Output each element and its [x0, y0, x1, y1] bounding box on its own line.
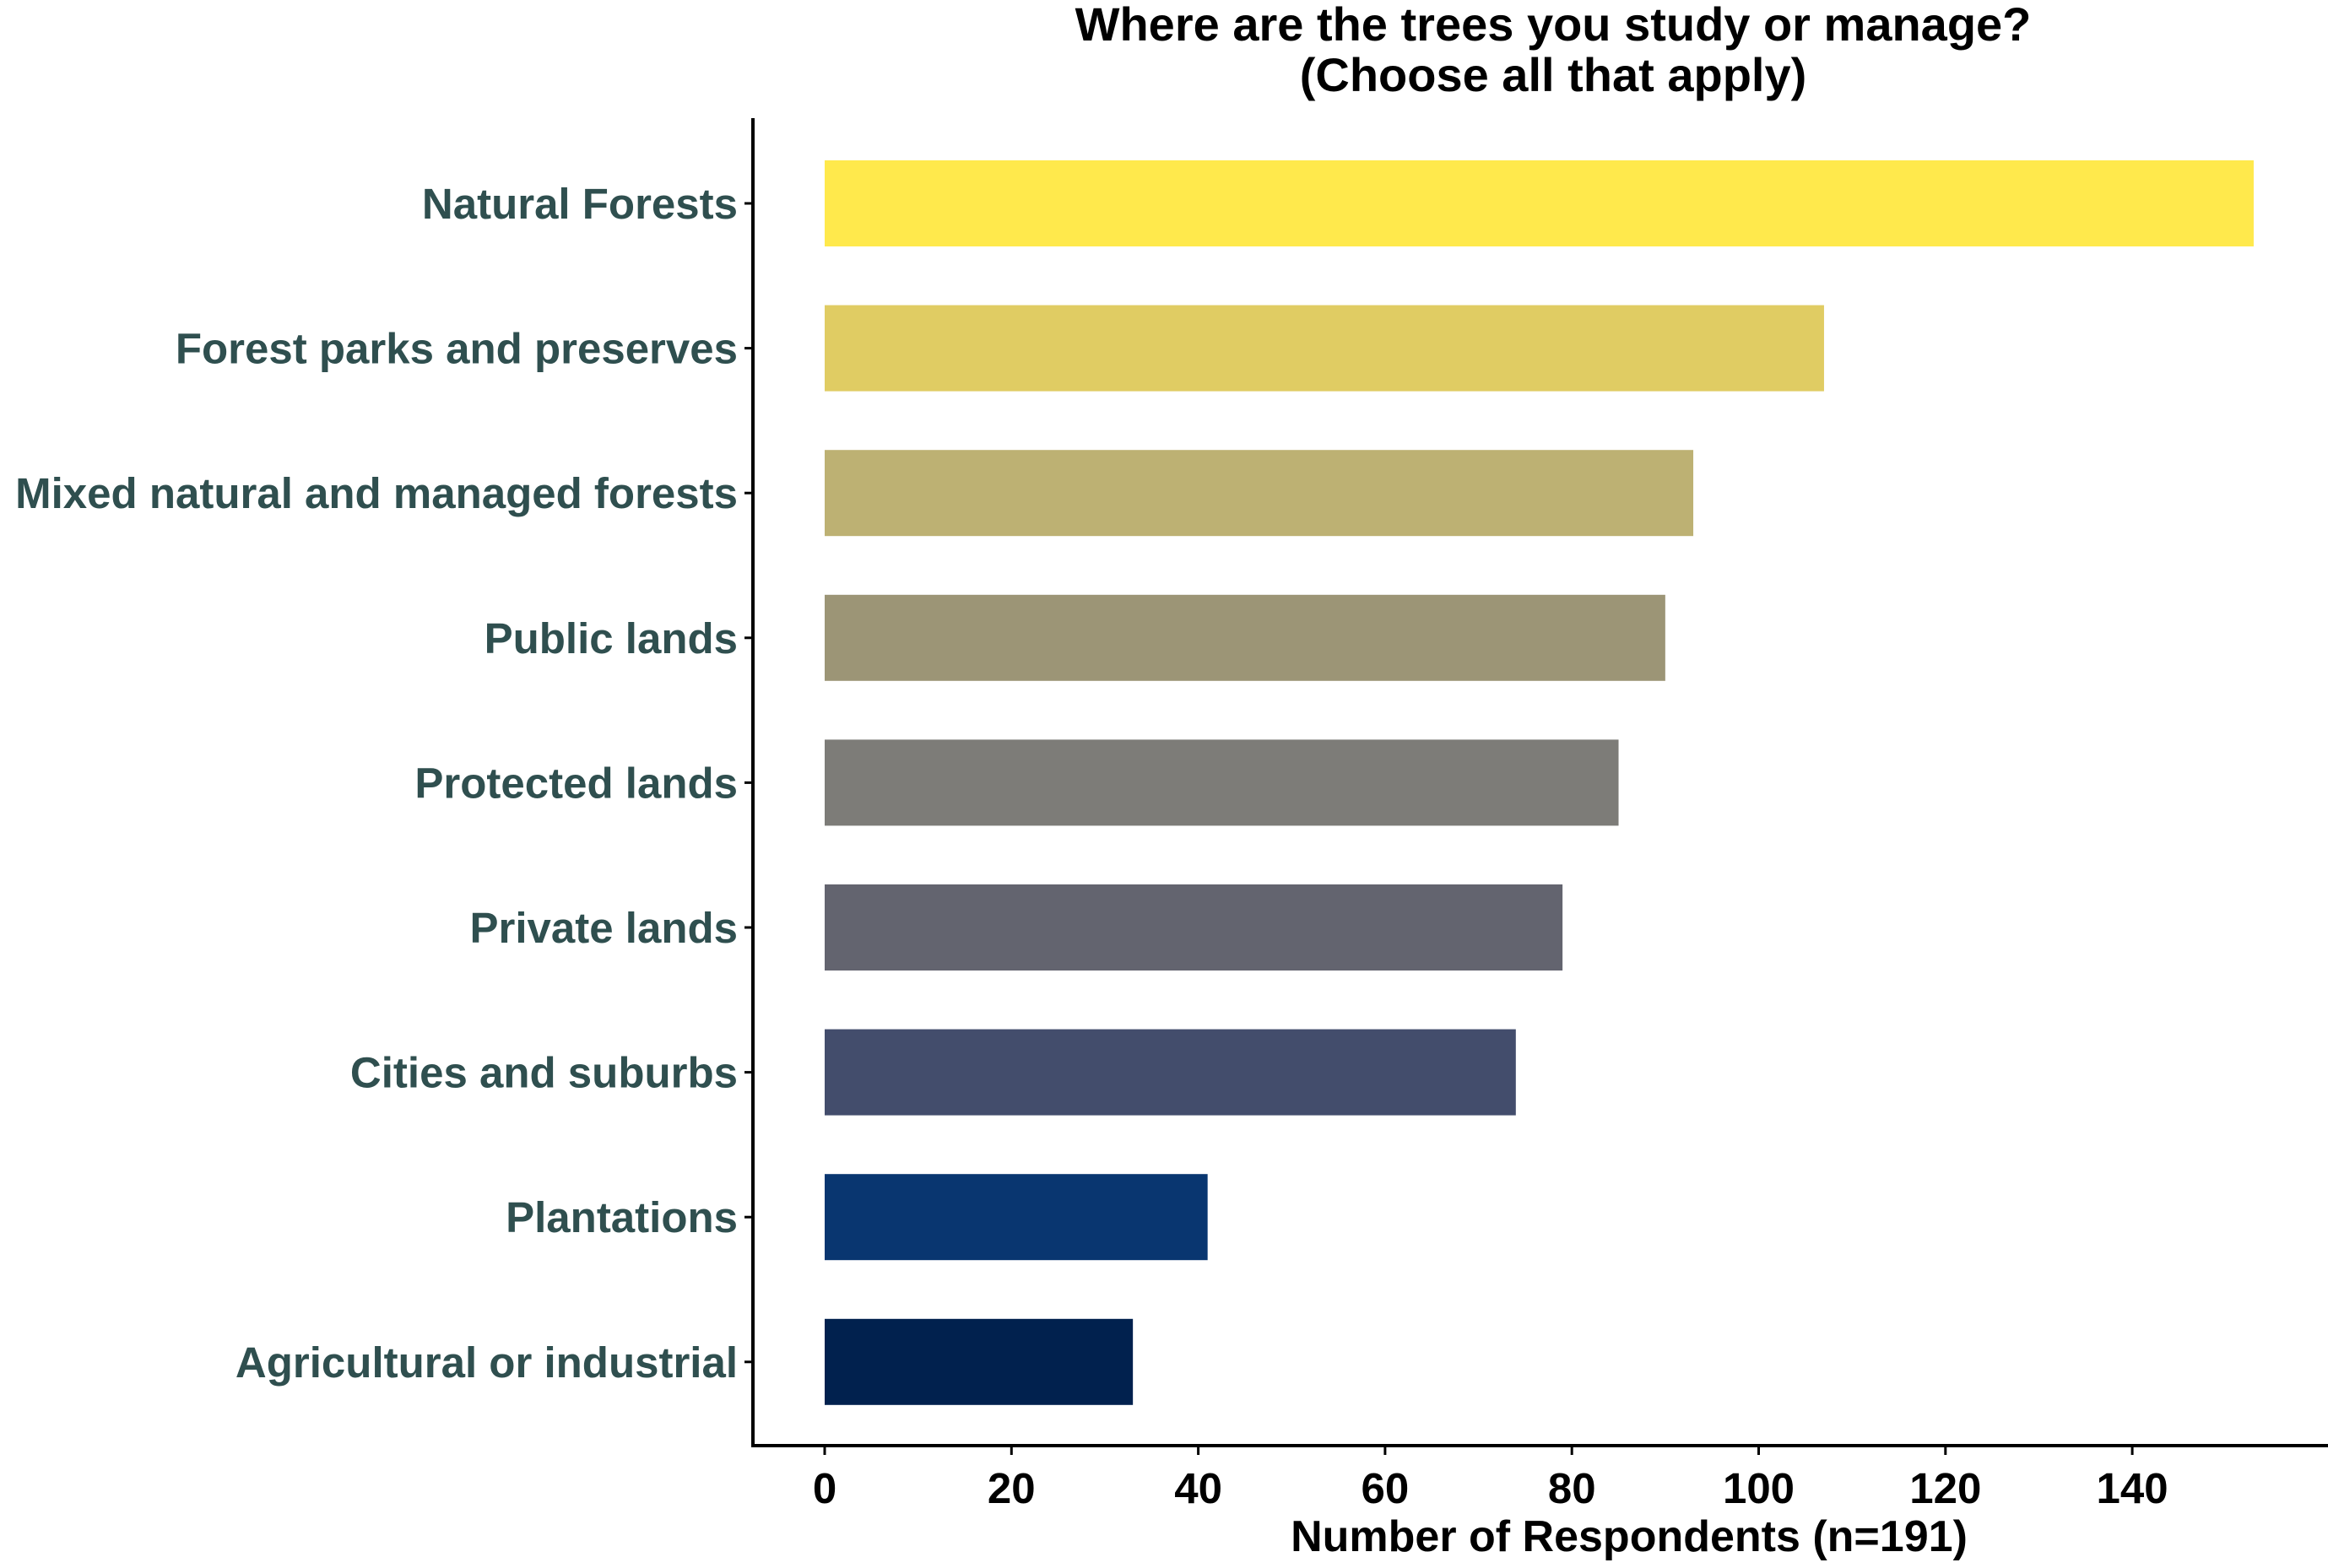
axis-lines [751, 118, 2328, 1447]
chart-title-line-1: Where are the trees you study or manage? [1075, 0, 2032, 51]
y-tick-label-protected-lands: Protected lands [414, 759, 738, 807]
y-tick-label-cities-and-suburbs: Cities and suburbs [350, 1049, 738, 1097]
bar-agricultural-or-industrial [825, 1318, 1134, 1405]
y-tick-label-forest-parks-and-preserves: Forest parks and preserves [176, 325, 738, 373]
x-axis-title: Number of Respondents (n=191) [1291, 1512, 1968, 1561]
y-axis-labels: Natural Forests Forest parks and preserve… [15, 180, 738, 1387]
x-axis-ticks: 0 20 40 60 80 100 120 140 [813, 1446, 2168, 1512]
y-axis-ticks [744, 202, 753, 1364]
bar-natural-forests [825, 160, 2254, 246]
x-tick-label-40: 40 [1174, 1464, 1222, 1512]
y-tick-label-public-lands: Public lands [485, 614, 738, 662]
bar-mixed-natural-and-managed-forests [825, 450, 1694, 537]
y-tick-label-agricultural-or-industrial: Agricultural or industrial [236, 1338, 738, 1387]
bar-cities-and-suburbs [825, 1029, 1516, 1116]
x-tick-label-0: 0 [813, 1464, 836, 1512]
bar-public-lands [825, 594, 1665, 681]
x-tick-label-120: 120 [1909, 1464, 1981, 1512]
chart-title-line-2: (Choose all that apply) [1300, 48, 1807, 101]
x-tick-label-80: 80 [1548, 1464, 1596, 1512]
bars-group [825, 160, 2254, 1405]
x-tick-label-60: 60 [1362, 1464, 1410, 1512]
y-tick-label-plantations: Plantations [506, 1193, 738, 1241]
bar-private-lands [825, 884, 1563, 971]
bar-protected-lands [825, 739, 1619, 826]
x-tick-label-140: 140 [2097, 1464, 2168, 1512]
x-tick-label-20: 20 [988, 1464, 1036, 1512]
y-tick-label-mixed-natural-and-managed-forests: Mixed natural and managed forests [15, 469, 738, 517]
x-tick-label-100: 100 [1723, 1464, 1795, 1512]
bar-plantations [825, 1174, 1208, 1261]
y-tick-label-natural-forests: Natural Forests [422, 180, 738, 228]
bar-forest-parks-and-preserves [825, 305, 1824, 392]
y-tick-label-private-lands: Private lands [470, 904, 738, 952]
